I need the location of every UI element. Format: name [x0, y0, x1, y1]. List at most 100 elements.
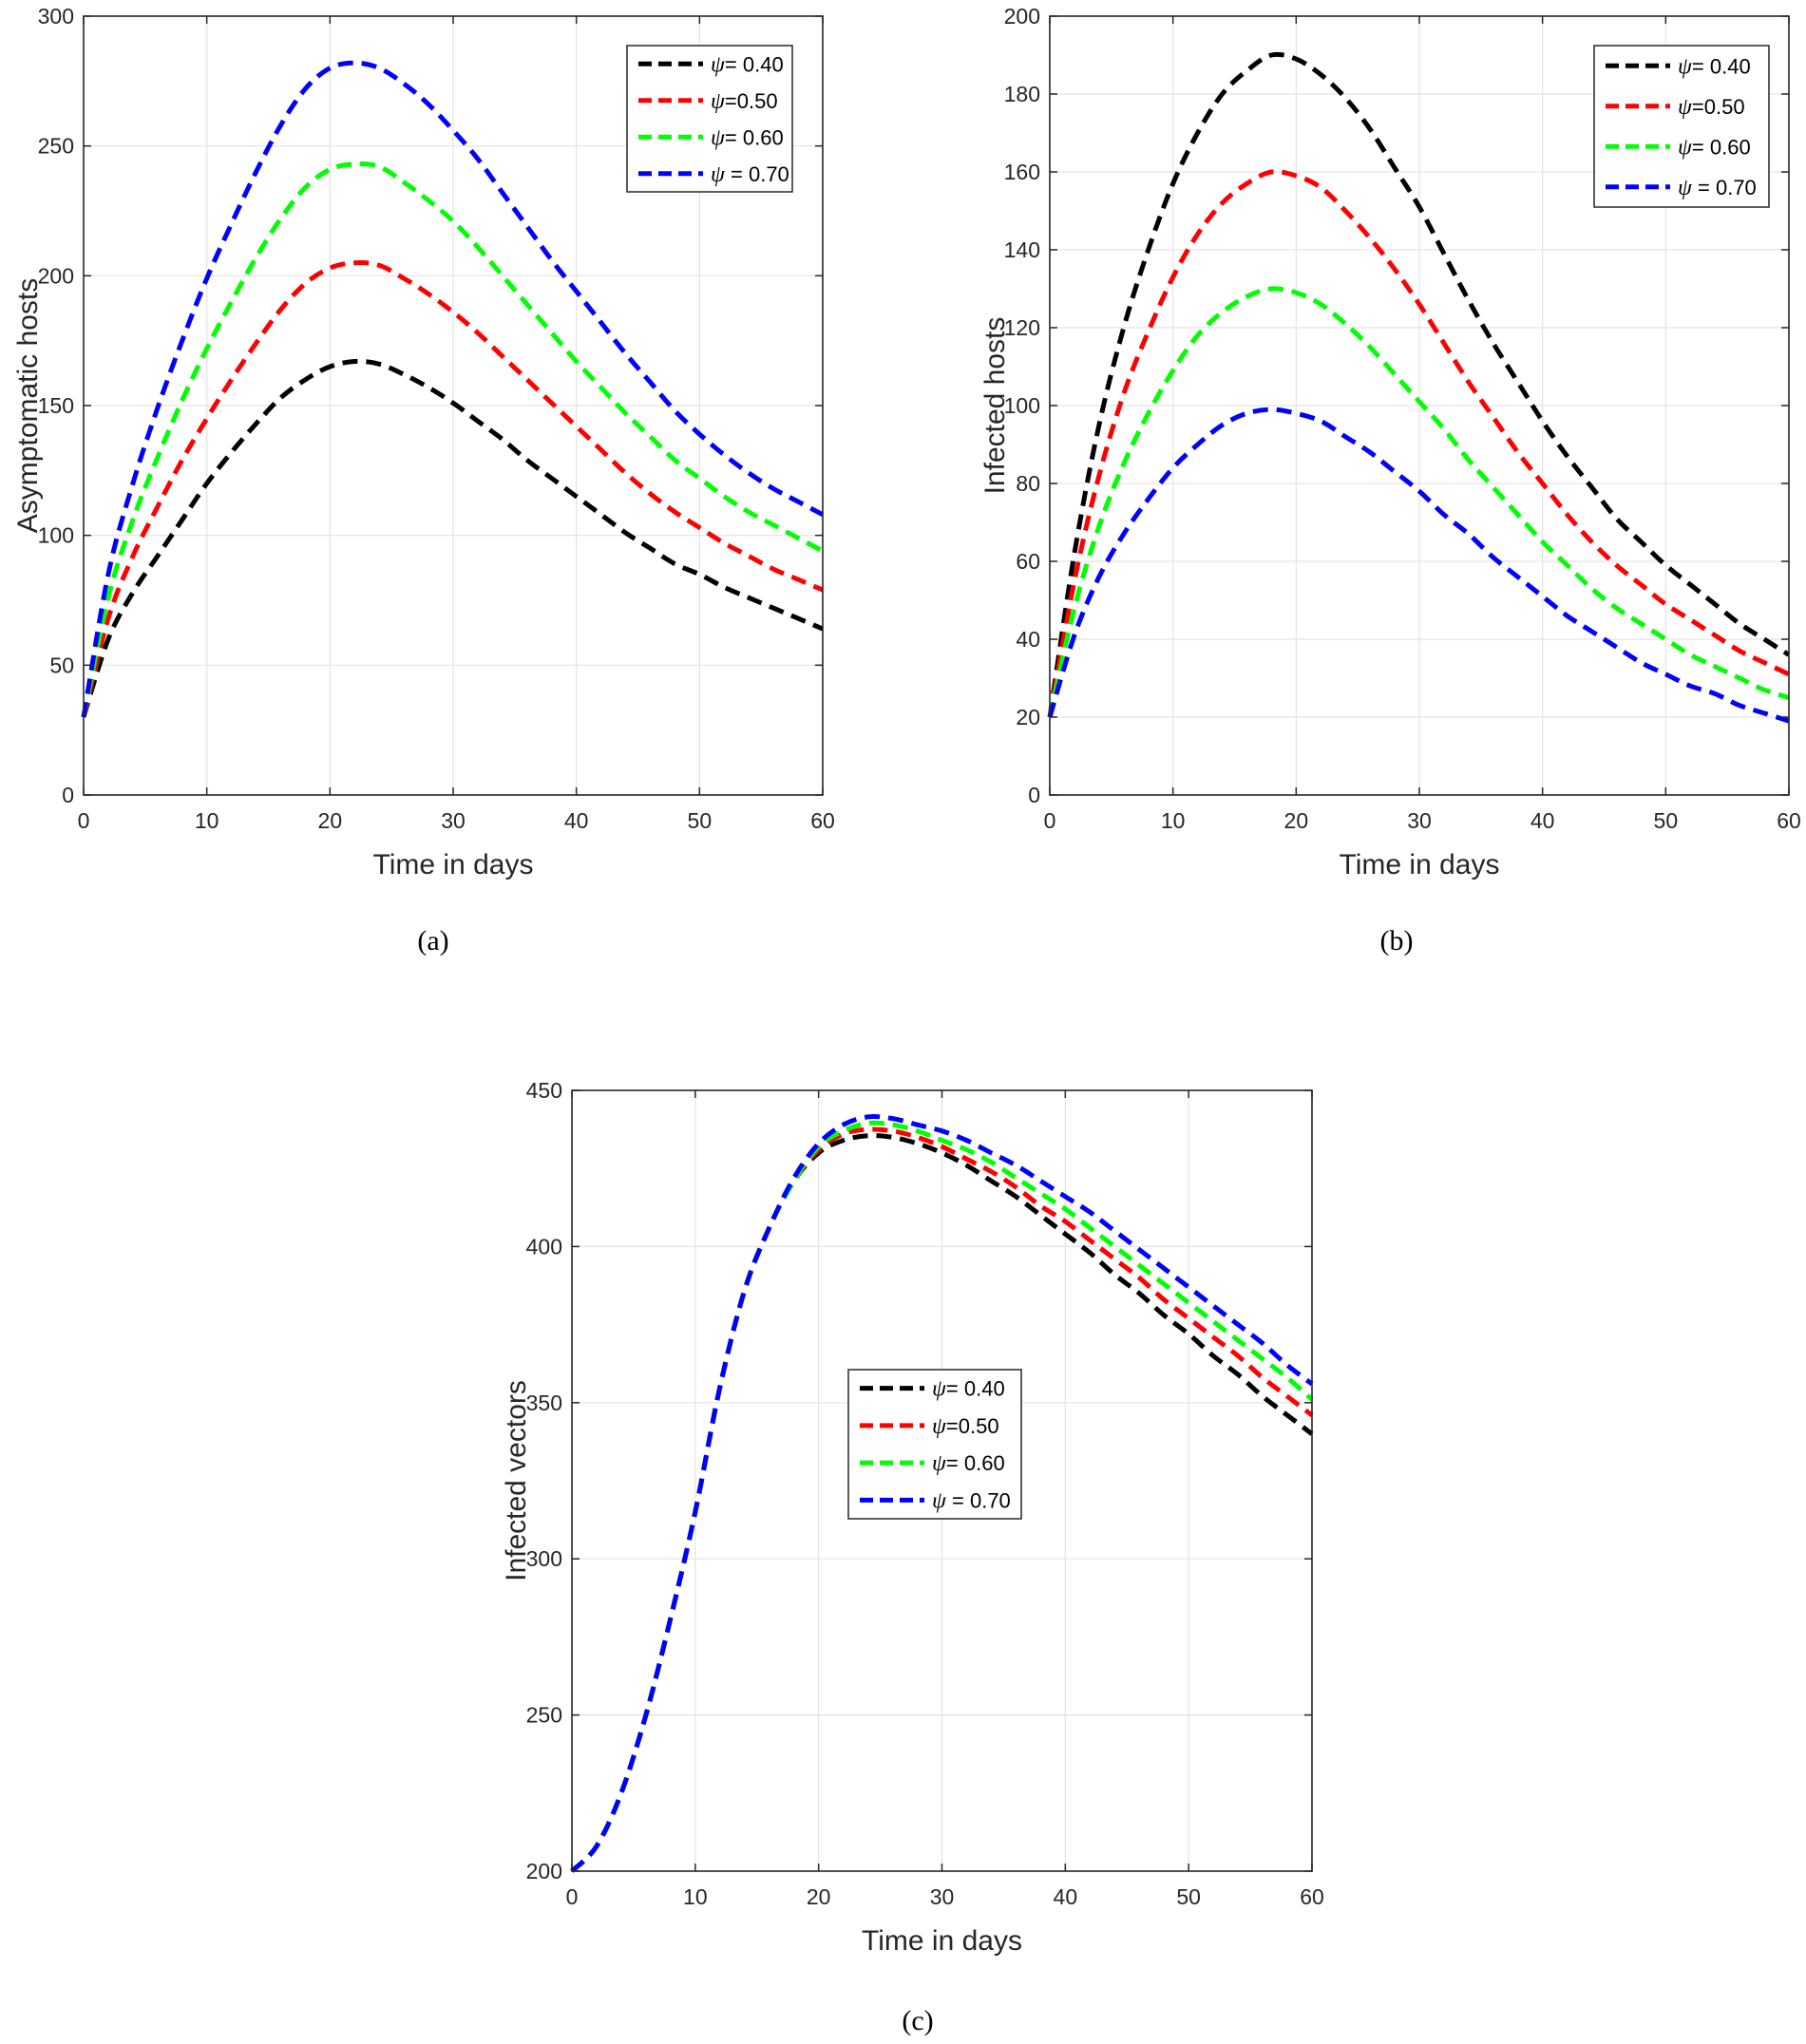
x-axis-label: Time in days [1340, 849, 1500, 880]
y-tick-label: 120 [1004, 315, 1040, 340]
y-tick-label: 250 [526, 1703, 562, 1728]
legend-psi-symbol: ψ [1678, 95, 1693, 120]
legend-value-text: =0.50 [946, 1414, 999, 1438]
series-line-4 [81, 60, 825, 718]
legend: ψ= 0.40ψ=0.50ψ= 0.60ψ = 0.70 [626, 45, 793, 193]
y-tick-label: 400 [526, 1234, 562, 1259]
legend-value-text: = 0.40 [725, 52, 784, 76]
legend-psi-symbol: ψ [1678, 135, 1693, 160]
y-tick-label: 100 [38, 523, 74, 548]
y-tick-label: 300 [526, 1546, 562, 1571]
legend-label: ψ=0.50 [1678, 95, 1745, 120]
y-tick-label: 140 [1004, 237, 1040, 262]
chart-panel-1: 0 10 20 30 40 50 60 0 50 100 150 200 250 300 Time in d… [12, 4, 835, 956]
y-axis-label: Infected hosts [979, 317, 1011, 495]
x-tick-label: 0 [78, 808, 90, 833]
x-tick-label: 40 [1530, 808, 1555, 833]
legend-box [1593, 45, 1770, 208]
y-tick-label: 40 [1016, 627, 1040, 652]
y-tick-label: 250 [38, 134, 74, 159]
y-tick-label: 200 [526, 1859, 562, 1883]
y-tick-label: 60 [1016, 549, 1040, 574]
panel-caption: (c) [902, 2005, 933, 2036]
legend-item: ψ= 0.40 [860, 1377, 1005, 1402]
legend-value-text: =0.50 [1692, 95, 1745, 119]
legend-psi-symbol: ψ [932, 1414, 947, 1439]
legend-psi-symbol: ψ [932, 1488, 947, 1513]
legend-label: ψ= 0.40 [711, 52, 784, 77]
panel-caption: (b) [1380, 925, 1414, 956]
y-tick-label: 100 [1004, 393, 1040, 418]
y-axis-label: Infected vectors [501, 1380, 532, 1581]
x-tick-label: 0 [566, 1884, 579, 1909]
legend-item: ψ= 0.40 [1606, 54, 1751, 79]
legend-item: ψ = 0.70 [1606, 176, 1757, 200]
x-axis-label: Time in days [373, 849, 534, 880]
legend-psi-symbol: ψ [711, 89, 726, 114]
series-line-1 [1047, 51, 1791, 718]
legend-box [847, 1369, 1022, 1520]
legend-label: ψ= 0.40 [932, 1377, 1005, 1402]
y-tick-label: 50 [49, 653, 74, 677]
legend-value-text: = 0.70 [725, 162, 789, 186]
x-tick-label: 40 [1054, 1884, 1078, 1909]
x-axis-label: Time in days [862, 1925, 1022, 1957]
series-line-4 [1047, 407, 1790, 724]
x-tick-label: 60 [810, 808, 835, 833]
x-tick-label: 60 [1300, 1884, 1324, 1909]
series-line-3 [1047, 286, 1790, 718]
series-line-1 [81, 358, 825, 718]
legend-item: ψ= 0.40 [638, 52, 784, 77]
legend-psi-symbol: ψ [1678, 176, 1693, 200]
legend-label: ψ= 0.40 [1678, 54, 1751, 79]
y-tick-label: 200 [38, 263, 74, 288]
legend-item: ψ = 0.70 [638, 162, 789, 187]
legend: ψ= 0.40ψ=0.50ψ= 0.60ψ = 0.70 [1593, 45, 1770, 208]
series-line-3 [81, 161, 825, 718]
x-tick-label: 20 [318, 808, 343, 833]
y-tick-label: 450 [526, 1078, 562, 1103]
x-tick-label: 50 [1654, 808, 1679, 833]
legend-label: ψ = 0.70 [932, 1488, 1011, 1513]
x-tick-label: 20 [1284, 808, 1309, 833]
legend-psi-symbol: ψ [711, 52, 726, 77]
x-tick-label: 10 [1161, 808, 1186, 833]
legend-label: ψ= 0.60 [932, 1451, 1005, 1476]
legend-item: ψ=0.50 [1606, 95, 1745, 120]
y-tick-label: 350 [526, 1391, 562, 1415]
x-tick-label: 60 [1777, 808, 1801, 833]
x-tick-label: 40 [564, 808, 589, 833]
series-line-4 [570, 1114, 1314, 1873]
legend-value-text: =0.50 [725, 89, 778, 113]
y-tick-label: 80 [1016, 471, 1040, 496]
x-tick-label: 10 [683, 1884, 708, 1909]
legend-value-text: = 0.70 [946, 1488, 1011, 1512]
legend-item: ψ=0.50 [638, 89, 778, 114]
legend-item: ψ= 0.60 [638, 125, 784, 150]
legend-box [626, 45, 793, 193]
legend-label: ψ = 0.70 [1678, 176, 1757, 200]
legend-psi-symbol: ψ [932, 1451, 947, 1476]
y-tick-label: 150 [38, 393, 74, 418]
legend-label: ψ=0.50 [932, 1414, 999, 1439]
legend-item: ψ= 0.60 [1606, 135, 1751, 160]
y-tick-label: 0 [1028, 783, 1040, 807]
y-tick-label: 0 [62, 783, 74, 807]
legend-value-text: = 0.40 [1692, 54, 1751, 78]
x-tick-label: 30 [1407, 808, 1432, 833]
x-tick-label: 10 [195, 808, 219, 833]
legend-value-text: = 0.40 [946, 1377, 1005, 1401]
x-tick-label: 0 [1044, 808, 1056, 833]
legend-value-text: = 0.70 [1692, 176, 1757, 199]
y-tick-label: 180 [1004, 82, 1040, 106]
legend-item: ψ= 0.60 [860, 1451, 1005, 1476]
legend-psi-symbol: ψ [711, 125, 726, 150]
x-tick-label: 50 [1176, 1884, 1201, 1909]
legend: ψ= 0.40ψ=0.50ψ= 0.60ψ = 0.70 [847, 1369, 1022, 1520]
legend-label: ψ= 0.60 [1678, 135, 1751, 160]
series-line-2 [81, 260, 825, 718]
y-tick-label: 160 [1004, 160, 1040, 184]
legend-label: ψ= 0.60 [711, 125, 784, 150]
legend-psi-symbol: ψ [932, 1377, 947, 1402]
